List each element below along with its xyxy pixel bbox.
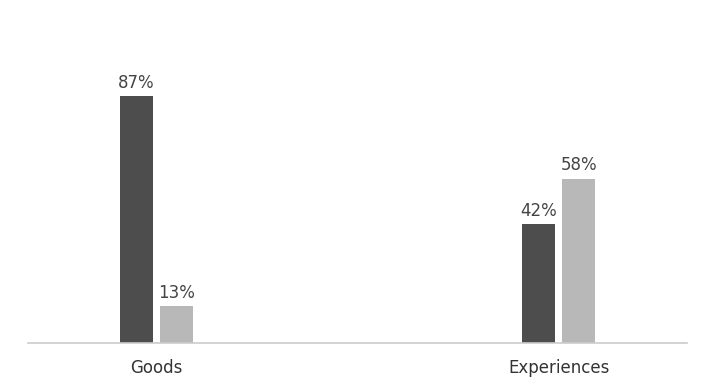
- Text: 42%: 42%: [520, 202, 557, 220]
- Bar: [160, 306, 193, 343]
- Text: 87%: 87%: [118, 74, 154, 92]
- Bar: [562, 179, 595, 343]
- Bar: [523, 224, 555, 343]
- Text: 13%: 13%: [158, 284, 195, 302]
- Text: 58%: 58%: [561, 156, 597, 174]
- Bar: [120, 96, 153, 343]
